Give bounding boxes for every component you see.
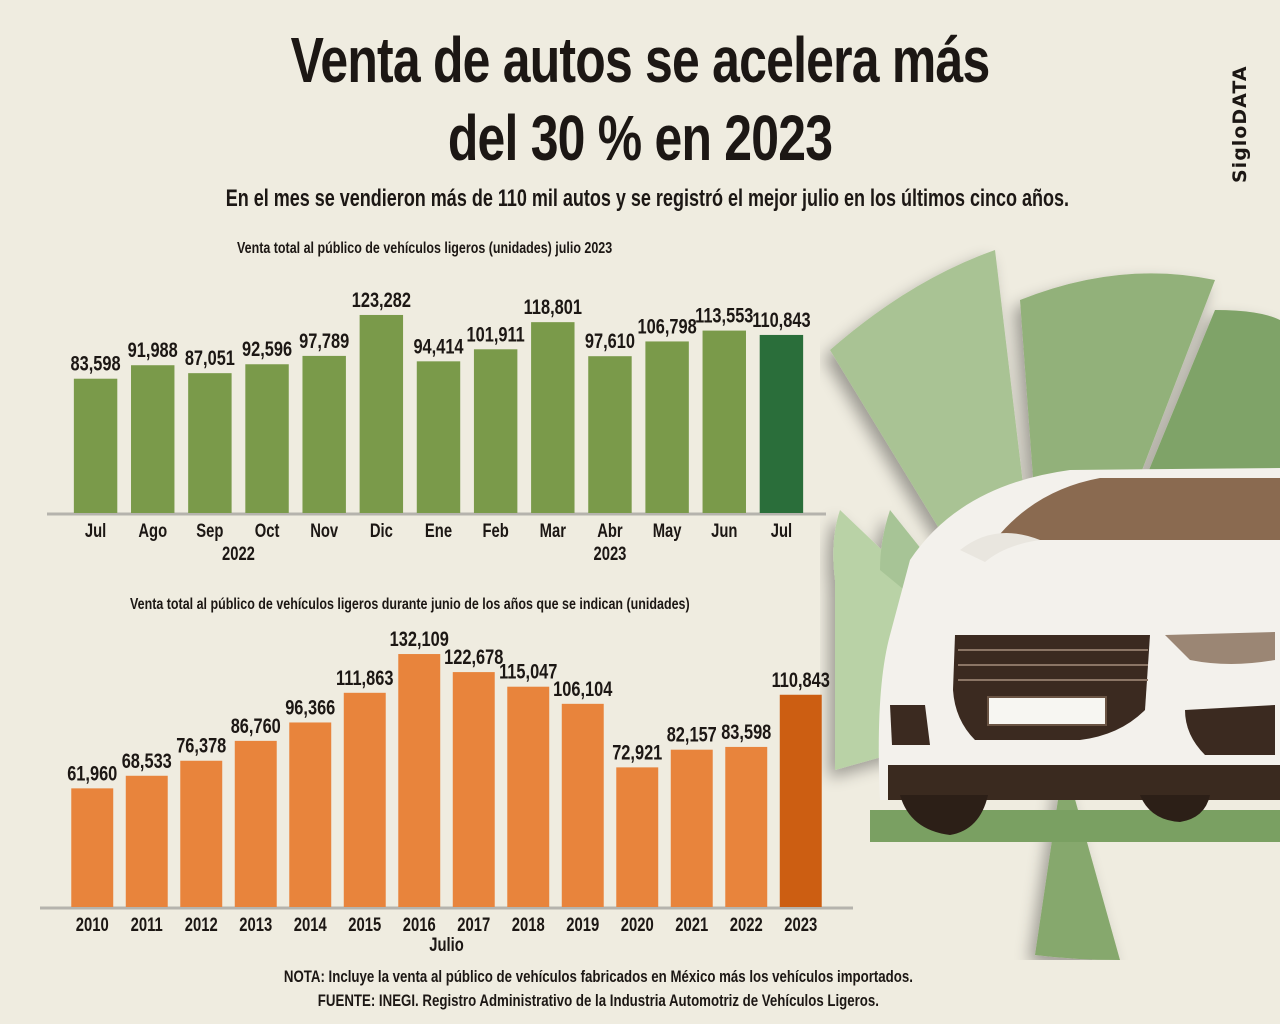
x-tick-label: 2023	[784, 914, 817, 935]
data-label: 72,921	[612, 740, 662, 763]
data-label: 76,378	[176, 734, 226, 757]
x-tick-label: Jul	[85, 520, 106, 541]
x-tick-label: Ago	[138, 520, 167, 541]
x-tick-label: Ene	[425, 520, 452, 541]
footer-source: FUENTE: INEGI. Registro Administrativo d…	[317, 991, 879, 1010]
data-label: 118,801	[524, 295, 582, 318]
bar-2020	[616, 767, 659, 907]
bar-2015	[343, 692, 386, 907]
data-label: 92,596	[242, 337, 292, 360]
x-tick-label: 2019	[566, 914, 599, 935]
data-label: 83,598	[721, 720, 771, 743]
bar-Oct	[245, 364, 289, 513]
bar-Sep	[188, 373, 232, 513]
bar-Jun	[702, 330, 746, 513]
x-tick-label: Dic	[370, 520, 393, 541]
data-label: 96,366	[285, 696, 335, 719]
bar-Ago	[131, 365, 175, 513]
x-group-label: 2022	[222, 543, 255, 564]
bar-2023	[779, 694, 822, 907]
x-tick-label: Jul	[771, 520, 792, 541]
license-plate-icon	[987, 696, 1107, 726]
x-tick-label: 2021	[675, 914, 708, 935]
bar-Abr	[588, 356, 632, 513]
x-axis-title: Julio	[429, 934, 464, 955]
x-tick-label: Mar	[540, 520, 567, 541]
x-tick-label: 2020	[621, 914, 654, 935]
x-tick-label: 2011	[131, 914, 163, 935]
x-tick-label: 2012	[185, 914, 218, 935]
bar-2017	[452, 672, 495, 907]
bar-2011	[125, 775, 168, 907]
data-label: 91,988	[128, 338, 178, 361]
car-front-icon	[878, 468, 1280, 835]
x-tick-label: May	[653, 520, 682, 541]
bar-Jul	[759, 334, 804, 513]
data-label: 110,843	[772, 668, 830, 691]
bar-Dic	[359, 314, 404, 513]
bar-2014	[289, 722, 332, 907]
data-label: 106,798	[638, 314, 697, 337]
x-tick-label: Sep	[196, 520, 223, 541]
x-tick-label: 2010	[76, 914, 109, 935]
x-tick-label: 2014	[294, 914, 327, 935]
page-subtitle: En el mes se vendieron más de 110 mil au…	[225, 185, 1070, 212]
bar-2010	[71, 788, 114, 907]
data-label: 101,911	[467, 322, 525, 345]
data-label: 115,047	[499, 660, 557, 683]
x-tick-label: 2015	[348, 914, 381, 935]
data-label: 97,610	[585, 329, 635, 352]
data-label: 122,678	[444, 645, 503, 668]
data-label: 110,843	[752, 308, 810, 331]
bar-2019	[561, 703, 604, 907]
x-tick-label: Jun	[711, 520, 737, 541]
page-title-line-1: Venta de autos se acelera más	[290, 24, 991, 96]
bar-Jul	[73, 378, 118, 513]
data-label: 83,598	[71, 352, 121, 375]
data-label: 132,109	[390, 627, 449, 650]
footer-note: NOTA: Incluye la venta al público de veh…	[283, 967, 913, 986]
bar-2012	[180, 760, 223, 907]
bar-Feb	[473, 349, 518, 513]
bar-Ene	[416, 361, 461, 513]
x-tick-label: Abr	[597, 520, 623, 541]
x-tick-label: Feb	[482, 520, 508, 541]
bar-2021	[670, 749, 713, 907]
x-tick-label: 2022	[730, 914, 763, 935]
bar-Nov	[302, 355, 346, 513]
bar-2022	[725, 746, 768, 907]
x-tick-label: Nov	[310, 520, 338, 541]
data-label: 97,789	[299, 329, 349, 352]
car-illustration	[830, 250, 1280, 960]
data-label: 87,051	[185, 346, 235, 369]
data-label: 106,104	[553, 677, 613, 700]
data-label: 113,553	[695, 304, 753, 327]
data-label: 123,282	[352, 288, 411, 311]
bar-2016	[398, 654, 441, 907]
bar-2018	[507, 686, 550, 907]
data-label: 82,157	[667, 723, 717, 746]
x-tick-label: 2018	[512, 914, 545, 935]
data-label: 94,414	[413, 334, 464, 357]
x-group-label: 2023	[593, 543, 626, 564]
chart1-title: Venta total al público de vehículos lige…	[237, 240, 613, 257]
data-label: 68,533	[122, 749, 172, 772]
x-tick-label: 2013	[239, 914, 272, 935]
chart2-title: Venta total al público de vehículos lige…	[130, 596, 690, 613]
data-label: 86,760	[231, 714, 281, 737]
x-tick-label: Oct	[255, 520, 280, 541]
x-tick-label: 2016	[403, 914, 436, 935]
data-label: 61,960	[67, 761, 117, 784]
data-label: 111,863	[336, 666, 393, 689]
bar-May	[645, 341, 689, 513]
x-tick-label: 2017	[457, 914, 490, 935]
page-title-line-2: del 30 % en 2023	[447, 102, 833, 174]
bar-2013	[234, 740, 277, 907]
bar-Mar	[531, 322, 575, 513]
